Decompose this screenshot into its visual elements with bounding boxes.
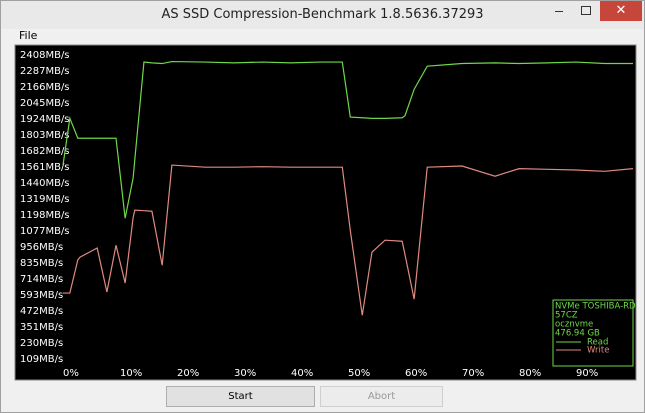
start-button[interactable]: Start [166, 386, 315, 407]
y-tick-label: 1440MB/s [20, 178, 70, 189]
legend-box [552, 299, 634, 367]
y-tick-label: 1319MB/s [20, 194, 70, 205]
legend-label: Write [587, 346, 609, 356]
y-tick-label: 1803MB/s [20, 130, 70, 141]
y-tick-label: 1924MB/s [20, 114, 70, 125]
menu-bar: File [1, 29, 644, 45]
y-tick-label: 1682MB/s [20, 146, 70, 157]
y-tick-label: 1077MB/s [20, 226, 70, 237]
x-tick-label: 60% [405, 368, 427, 379]
x-tick-label: 70% [462, 368, 484, 379]
x-tick-label: 80% [519, 368, 541, 379]
x-tick-label: 50% [348, 368, 370, 379]
y-tick-label: 109MB/s [20, 354, 63, 365]
x-tick-label: 40% [291, 368, 313, 379]
y-tick-label: 351MB/s [20, 322, 63, 333]
x-tick-label: 90% [576, 368, 598, 379]
close-button[interactable]: ✕ [600, 1, 642, 21]
series-line [62, 60, 633, 219]
y-tick-label: 2166MB/s [20, 82, 70, 93]
x-tick-label: 30% [234, 368, 256, 379]
device-info: 476.94 GB [555, 329, 600, 339]
menu-item[interactable]: File [19, 29, 38, 42]
y-tick-label: 1561MB/s [20, 162, 70, 173]
abort-button: Abort [320, 386, 443, 407]
x-tick-label: 0% [63, 368, 79, 379]
y-tick-label: 593MB/s [20, 290, 63, 301]
device-info: 57CZ [555, 311, 578, 321]
window-title: AS SSD Compression-Benchmark 1.8.5636.37… [161, 7, 484, 22]
y-tick-label: 2045MB/s [20, 98, 70, 109]
title-bar: AS SSD Compression-Benchmark 1.8.5636.37… [1, 1, 644, 29]
y-tick-label: 230MB/s [20, 338, 63, 349]
device-info: NVMe TOSHIBA-RD [555, 302, 636, 312]
y-tick-label: 2408MB/s [20, 50, 70, 61]
minimize-button[interactable] [546, 1, 572, 21]
x-tick-label: 20% [177, 368, 199, 379]
y-tick-label: 835MB/s [20, 258, 63, 269]
maximize-button[interactable] [573, 1, 599, 21]
device-info: ocznvme [555, 320, 593, 330]
series-line [63, 164, 634, 316]
plot-area [14, 44, 637, 381]
y-tick-label: 956MB/s [20, 242, 63, 253]
y-tick-label: 1198MB/s [20, 210, 70, 221]
y-tick-label: 2287MB/s [20, 66, 70, 77]
x-tick-label: 10% [120, 368, 142, 379]
legend-label: Read [587, 338, 608, 348]
y-tick-label: 714MB/s [20, 274, 63, 285]
y-tick-label: 472MB/s [20, 306, 63, 317]
